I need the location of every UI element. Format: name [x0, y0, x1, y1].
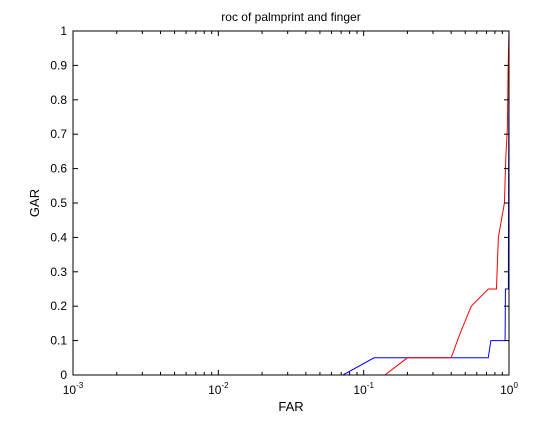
y-tick-label: 0: [60, 368, 67, 382]
y-tick-label: 0.5: [50, 196, 67, 210]
x-tick-label: 10-3: [63, 381, 84, 397]
series-line-1: [73, 30, 510, 376]
y-tick-label: 0.8: [50, 93, 67, 107]
x-tick-label: 10-2: [208, 381, 229, 397]
y-tick-label: 0.9: [50, 58, 67, 72]
y-tick-label: 0.6: [50, 162, 67, 176]
y-tick-label: 0.7: [50, 127, 67, 141]
chart-title: roc of palmprint and finger: [221, 10, 360, 24]
plot-area: [73, 31, 509, 375]
x-tick-label: 100: [500, 381, 518, 397]
series-line-2: [73, 30, 510, 376]
ticks-layer: 0 0.1 0.2 0.3 0.4 0.5 0.6 0.7 0.8 0.9 1 10-3 10-2 10-…: [50, 24, 518, 397]
x-tick-label: 10-1: [353, 381, 374, 397]
y-tick-label: 0.4: [50, 230, 67, 244]
y-tick-label: 0.1: [50, 334, 67, 348]
x-axis-label: FAR: [278, 399, 303, 414]
y-tick-label: 0.3: [50, 265, 67, 279]
series-layer: [73, 30, 510, 376]
y-tick-label: 1: [60, 24, 67, 38]
y-axis-label: GAR: [27, 189, 42, 217]
plot-frame: [72, 30, 510, 376]
y-tick-label: 0.2: [50, 299, 67, 313]
